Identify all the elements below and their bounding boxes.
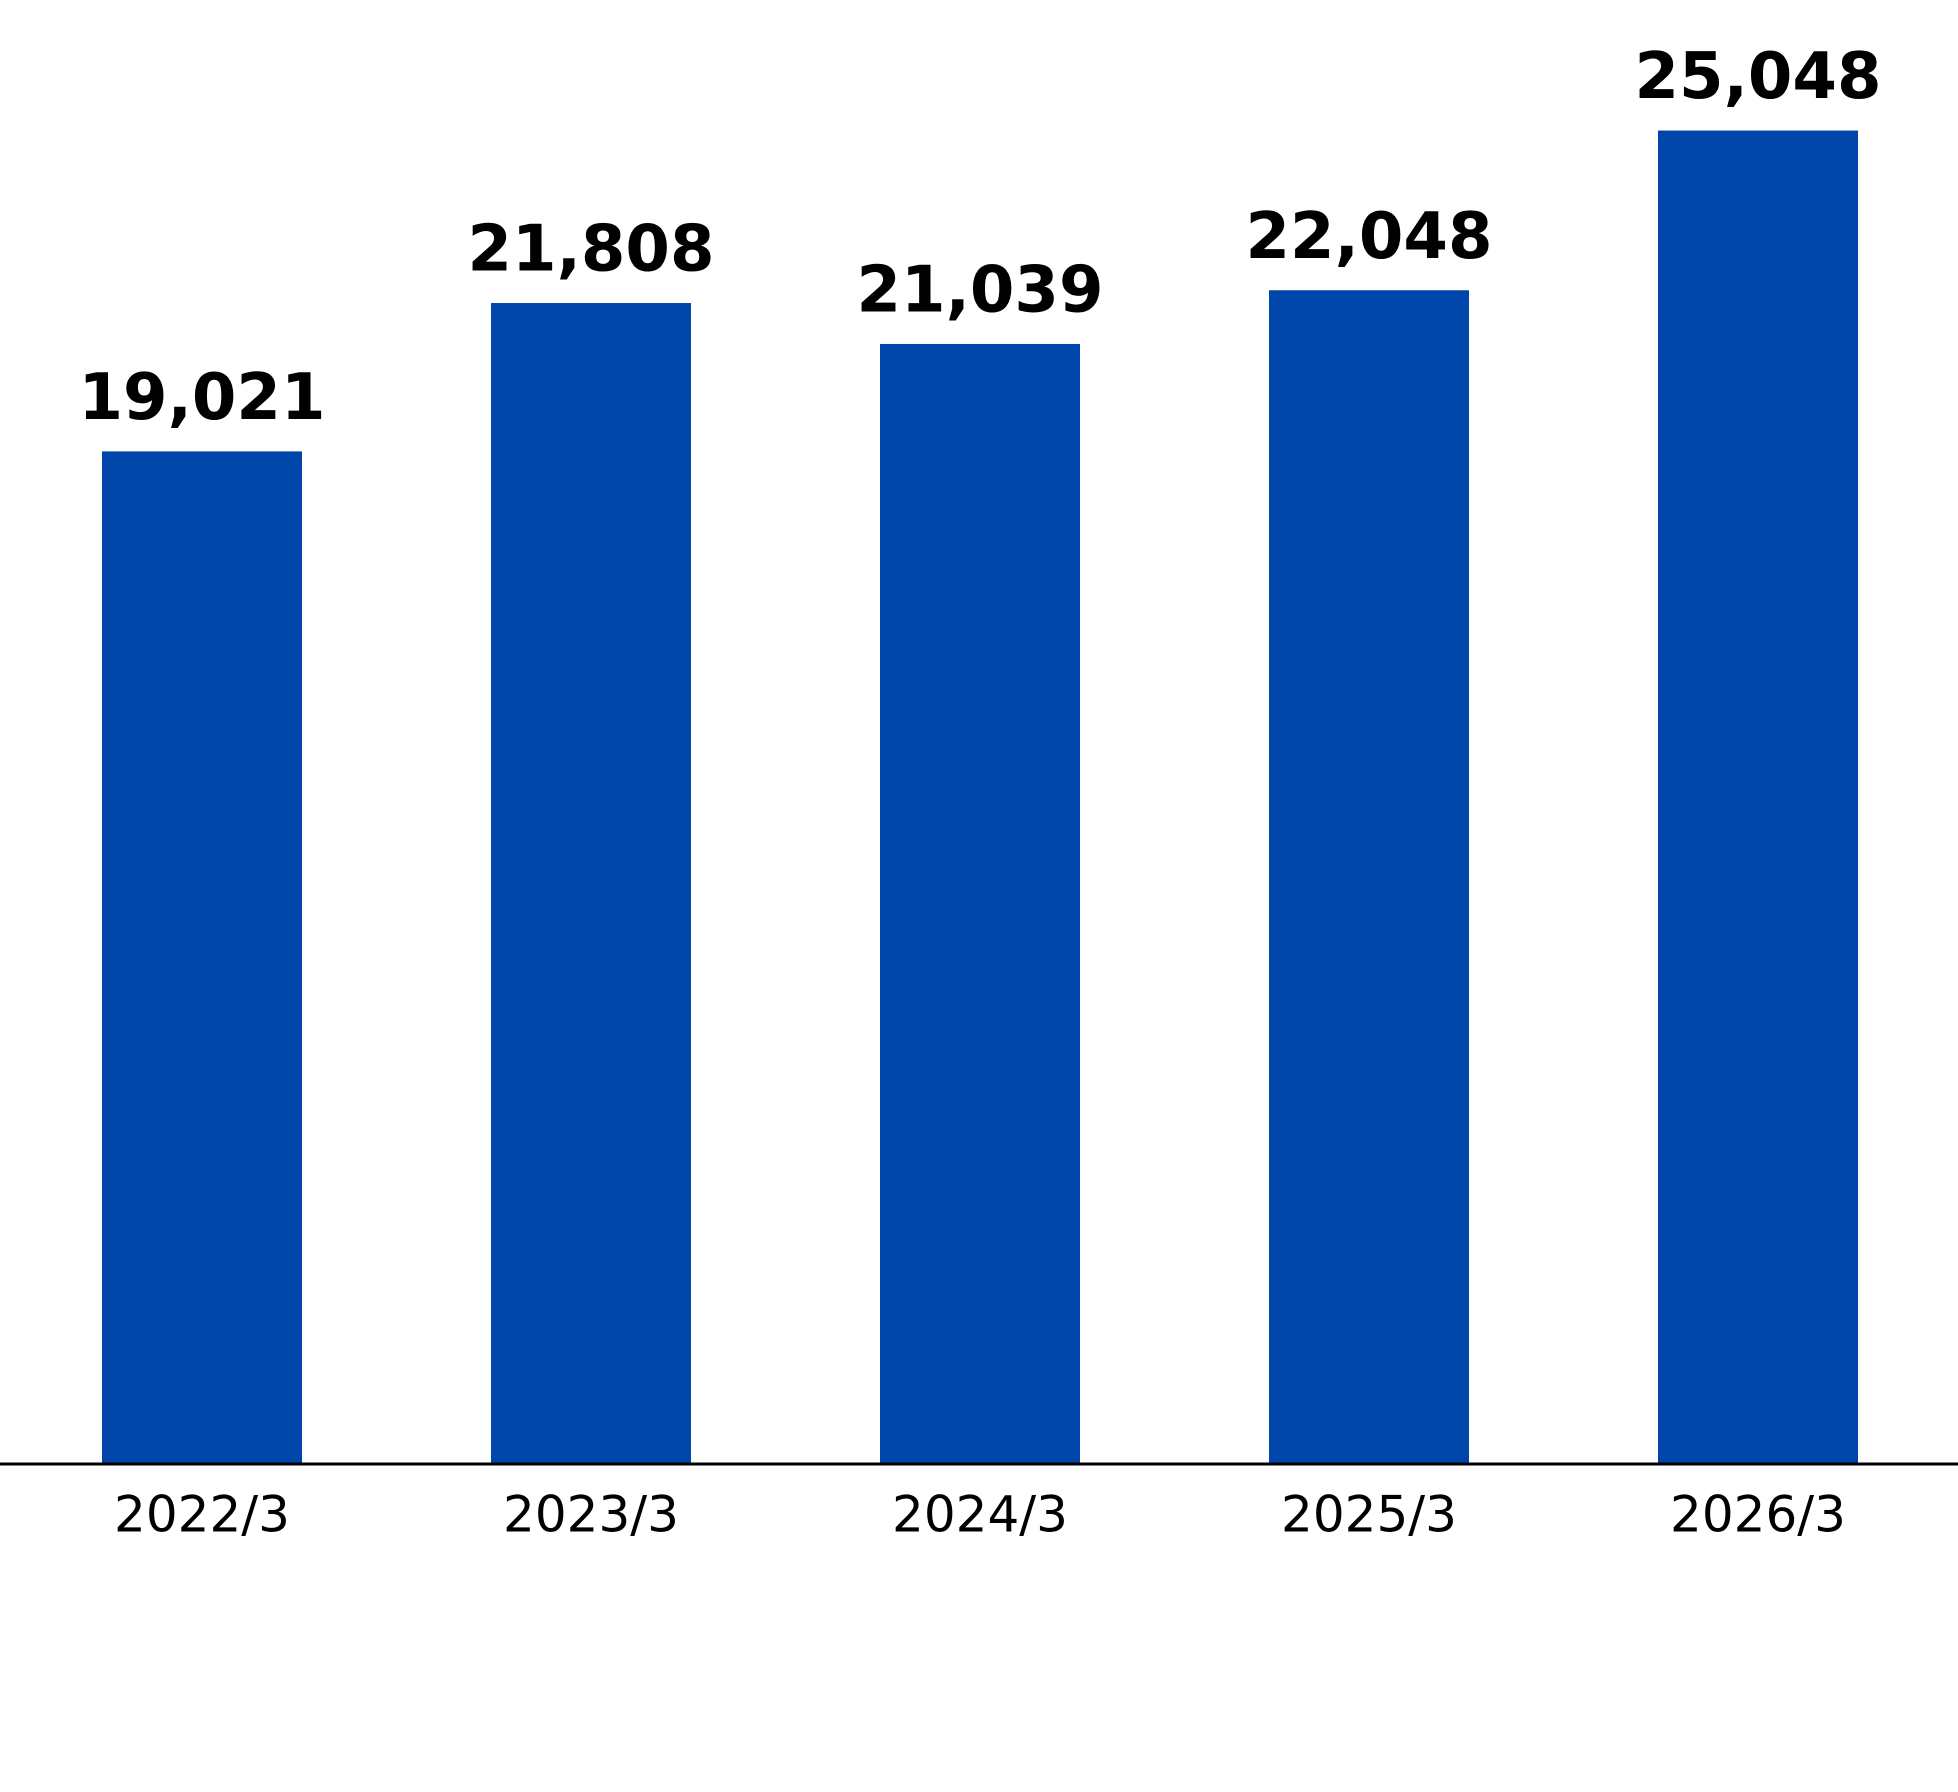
value-label: 22,048: [1246, 200, 1493, 274]
x-tick-label: 2026/3: [1670, 1486, 1846, 1544]
x-tick-label: 2023/3: [503, 1486, 679, 1544]
value-label: 19,021: [79, 361, 326, 435]
bar: [491, 303, 691, 1465]
bar: [1658, 130, 1858, 1465]
bar: [1269, 290, 1469, 1465]
x-tick-label: 2024/3: [892, 1486, 1068, 1544]
x-tick-label: 2025/3: [1281, 1486, 1457, 1544]
value-label: 25,048: [1635, 40, 1882, 114]
bar: [102, 451, 302, 1464]
value-label: 21,808: [468, 213, 715, 287]
bar: [880, 343, 1080, 1464]
value-label: 21,039: [857, 254, 1104, 328]
x-tick-label: 2022/3: [114, 1486, 290, 1544]
